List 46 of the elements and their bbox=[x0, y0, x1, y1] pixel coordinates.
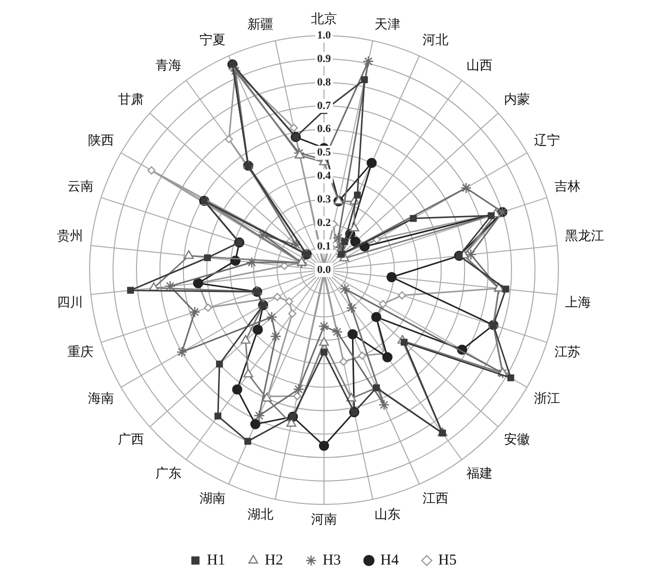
spoke-label: 辽宁 bbox=[534, 132, 560, 148]
spoke-label: 河南 bbox=[311, 512, 337, 528]
spoke-label: 上海 bbox=[565, 296, 592, 311]
spoke-label: 广西 bbox=[118, 432, 144, 448]
spoke-label: 陕西 bbox=[88, 133, 114, 148]
y-tick-label: 0.0 bbox=[317, 264, 332, 276]
spoke-label: 内蒙 bbox=[504, 92, 530, 108]
spoke-label: 贵州 bbox=[56, 229, 83, 244]
spoke-label: 山东 bbox=[374, 507, 400, 522]
legend-label: H5 bbox=[438, 552, 457, 568]
spoke-label: 安徽 bbox=[504, 431, 530, 448]
y-tick-label: 0.7 bbox=[317, 100, 332, 112]
y-tick-label: 0.3 bbox=[317, 194, 332, 206]
y-tick-label: 1.0 bbox=[317, 29, 332, 42]
spoke-label: 吉林 bbox=[554, 180, 581, 195]
spoke-label: 宁夏 bbox=[199, 32, 226, 48]
spoke-label: 天津 bbox=[374, 17, 400, 32]
spoke-label: 江西 bbox=[422, 492, 449, 507]
spoke-label: 黑龙江 bbox=[565, 229, 604, 244]
spoke-label: 海南 bbox=[88, 391, 114, 406]
spoke-label: 福建 bbox=[466, 466, 492, 482]
legend-label: H4 bbox=[380, 552, 400, 568]
spoke-label: 新疆 bbox=[248, 17, 274, 32]
spoke-label: 湖北 bbox=[248, 507, 274, 522]
spoke-label: 北京 bbox=[311, 12, 337, 28]
spoke-label: 重庆 bbox=[67, 345, 94, 360]
spoke-label: 云南 bbox=[67, 180, 94, 195]
spoke-label: 山西 bbox=[466, 58, 492, 74]
y-tick-label: 0.2 bbox=[317, 216, 332, 229]
spoke-label: 河北 bbox=[422, 33, 449, 48]
spoke-label: 四川 bbox=[56, 296, 83, 311]
y-tick-label: 0.5 bbox=[317, 146, 332, 159]
spoke-label: 湖南 bbox=[199, 492, 226, 507]
legend-label: H3 bbox=[322, 552, 341, 568]
spoke-label: 青海 bbox=[156, 58, 182, 74]
spoke-label: 江苏 bbox=[554, 345, 581, 360]
spoke-label: 甘肃 bbox=[118, 92, 144, 108]
y-tick-label: 0.1 bbox=[317, 240, 331, 252]
y-tick-label: 0.9 bbox=[317, 52, 332, 65]
legend-label: H1 bbox=[206, 552, 226, 568]
legend-label: H2 bbox=[264, 552, 284, 568]
y-tick-label: 0.6 bbox=[317, 123, 332, 136]
spoke-label: 浙江 bbox=[534, 391, 560, 406]
y-tick-label: 0.4 bbox=[317, 170, 332, 182]
spoke-label: 广东 bbox=[156, 466, 182, 482]
y-tick-label: 0.8 bbox=[317, 76, 332, 88]
